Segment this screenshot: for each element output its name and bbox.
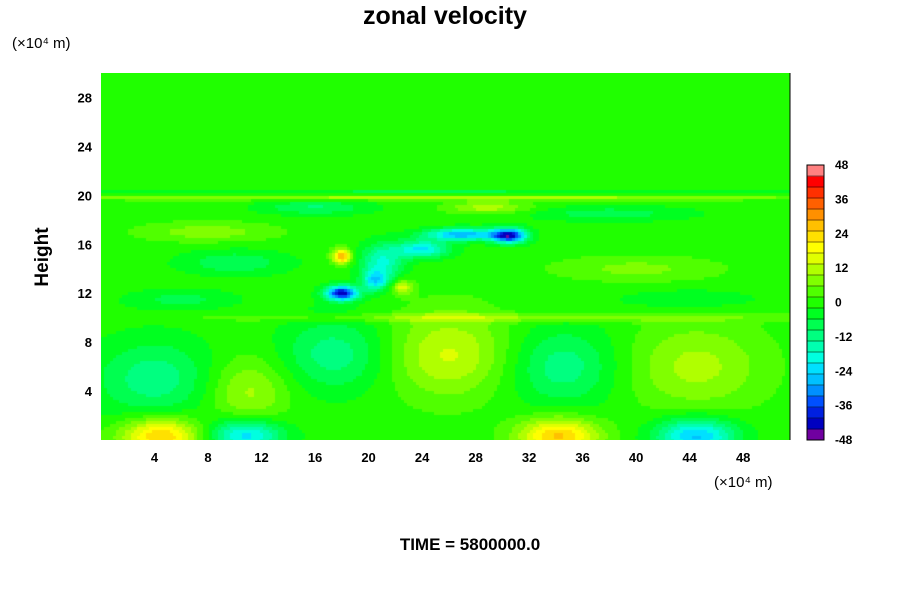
y-tick-label: 8 bbox=[85, 335, 92, 350]
colorbar-tick-label: 48 bbox=[835, 158, 849, 172]
colorbar-swatch bbox=[807, 297, 824, 309]
colorbar-tick-label: 36 bbox=[835, 192, 849, 206]
chart-title: zonal velocity bbox=[363, 2, 527, 30]
x-tick-label: 28 bbox=[468, 450, 482, 465]
y-tick-label: 16 bbox=[78, 237, 92, 252]
colorbar-swatch bbox=[807, 209, 824, 221]
colorbar-tick-label: 12 bbox=[835, 261, 849, 275]
y-axis-unit: (×10⁴ m) bbox=[12, 35, 71, 52]
colorbar-tick-label: -36 bbox=[835, 399, 853, 413]
colorbar-swatch bbox=[807, 429, 824, 441]
colorbar-swatch bbox=[807, 187, 824, 199]
colorbar-swatch bbox=[807, 176, 824, 188]
colorbar-swatch bbox=[807, 286, 824, 298]
colorbar-swatch bbox=[807, 330, 824, 342]
colorbar-swatch bbox=[807, 264, 824, 276]
y-tick-label: 12 bbox=[78, 286, 92, 301]
colorbar-swatch bbox=[807, 363, 824, 375]
colorbar-swatch bbox=[807, 352, 824, 364]
colorbar-swatch bbox=[807, 165, 824, 177]
colorbar: 48 36 24 12 0 -12 -24 -36 -48 bbox=[806, 158, 853, 447]
colorbar-tick-label: -12 bbox=[835, 330, 853, 344]
colorbar-swatch bbox=[807, 198, 824, 210]
y-axis-ticks: 4 8 12 16 20 24 28 bbox=[78, 90, 93, 399]
colorbar-swatch bbox=[807, 341, 824, 353]
x-tick-label: 20 bbox=[361, 450, 375, 465]
y-tick-label: 20 bbox=[78, 188, 92, 203]
x-tick-label: 8 bbox=[204, 450, 211, 465]
colorbar-tick-label: -48 bbox=[835, 433, 853, 447]
y-axis-label: Height bbox=[32, 227, 53, 287]
colorbar-swatch bbox=[807, 396, 824, 408]
x-tick-label: 24 bbox=[415, 450, 430, 465]
colorbar-swatch bbox=[807, 418, 824, 430]
colorbar-tick-label: 0 bbox=[835, 296, 842, 310]
x-tick-label: 40 bbox=[629, 450, 643, 465]
colorbar-swatch bbox=[807, 231, 824, 243]
y-tick-label: 28 bbox=[78, 90, 92, 105]
y-tick-label: 24 bbox=[78, 139, 93, 154]
colorbar-swatch bbox=[807, 220, 824, 232]
heatmap-field bbox=[101, 73, 790, 440]
colorbar-swatch bbox=[807, 319, 824, 331]
x-tick-label: 44 bbox=[682, 450, 697, 465]
x-tick-label: 36 bbox=[575, 450, 589, 465]
colorbar-tick-label: 24 bbox=[835, 227, 849, 241]
x-tick-label: 12 bbox=[254, 450, 268, 465]
y-tick-label: 4 bbox=[85, 384, 93, 399]
x-axis-unit: (×10⁴ m) bbox=[714, 474, 773, 491]
colorbar-tick-label: -24 bbox=[835, 364, 853, 378]
x-tick-label: 4 bbox=[151, 450, 159, 465]
time-label: TIME = 5800000.0 bbox=[400, 535, 540, 554]
colorbar-border bbox=[806, 164, 825, 441]
x-tick-label: 32 bbox=[522, 450, 536, 465]
colorbar-swatch bbox=[807, 253, 824, 265]
colorbar-swatch bbox=[807, 242, 824, 254]
colorbar-swatch bbox=[807, 308, 824, 320]
colorbar-swatch bbox=[807, 374, 824, 386]
colorbar-swatch bbox=[807, 407, 824, 419]
colorbar-swatch bbox=[807, 385, 824, 397]
colorbar-swatch bbox=[807, 275, 824, 287]
x-tick-label: 48 bbox=[736, 450, 750, 465]
x-tick-label: 16 bbox=[308, 450, 322, 465]
plot-area bbox=[101, 73, 791, 440]
x-axis-ticks: 4 8 12 16 20 24 28 32 36 40 44 48 bbox=[151, 450, 751, 465]
